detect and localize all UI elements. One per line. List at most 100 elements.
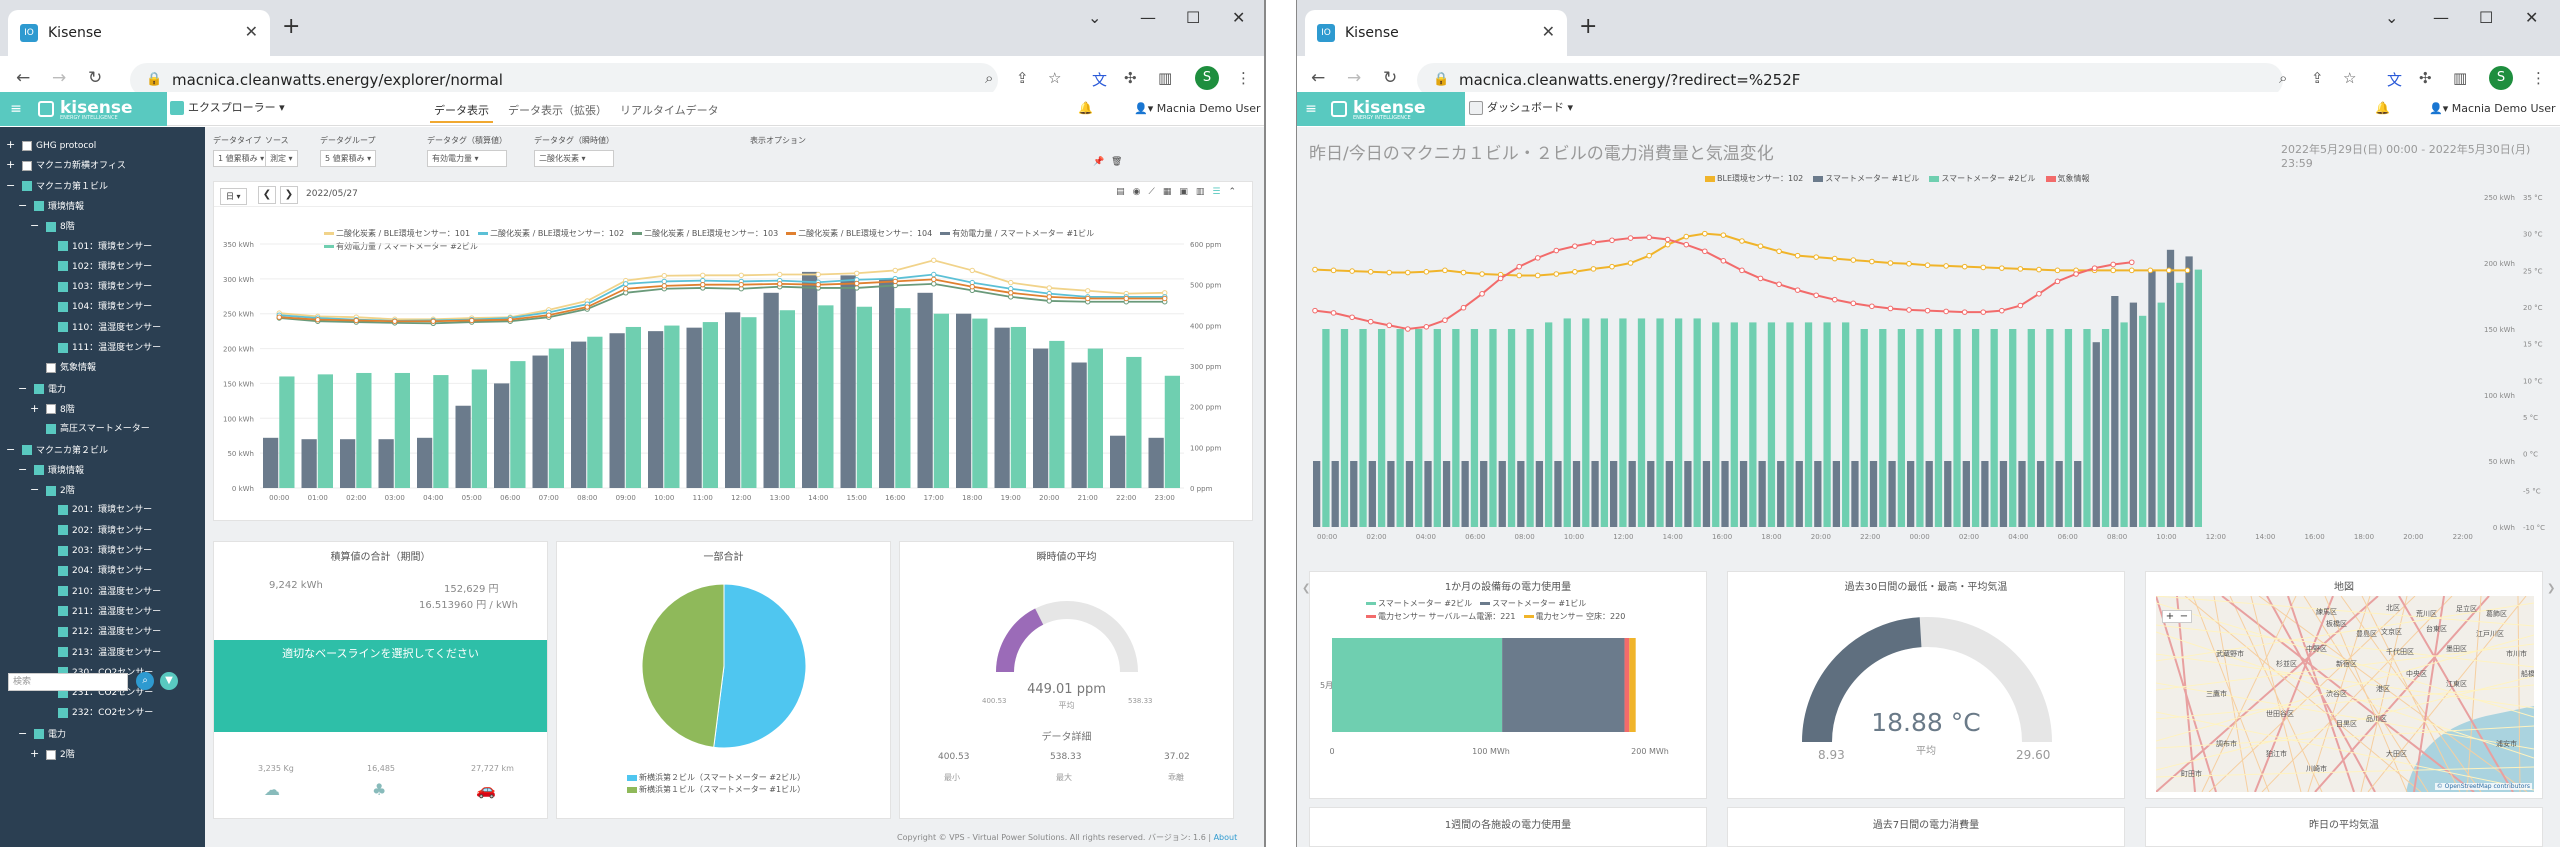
filter-select[interactable]: 5 値累積み ▾ [320, 150, 377, 167]
hamburger-menu-icon[interactable]: ≡ [1297, 92, 1325, 126]
reload-icon[interactable]: ↻ [88, 68, 103, 88]
tree-item[interactable]: 232：CO2センサー [42, 703, 153, 723]
legend-item[interactable]: 有効電力量 / スマートメーター #1ビル [940, 228, 1094, 239]
tree-item[interactable]: +2階 [30, 744, 75, 764]
user-menu[interactable]: 👤▾ Macnia Demo User [1134, 102, 1261, 115]
chevron-down-icon[interactable]: ⌄ [1088, 8, 1102, 27]
zoom-out-icon[interactable]: − [2179, 611, 2189, 622]
legend-item[interactable]: 二酸化炭素 / BLE環境センサー：102 [478, 228, 624, 239]
tree-checkbox[interactable] [58, 606, 68, 617]
tree-checkbox[interactable] [46, 404, 56, 415]
tree-item[interactable]: 203：環境センサー [42, 541, 152, 561]
tree-checkbox[interactable] [46, 221, 56, 232]
tree-checkbox[interactable] [34, 729, 44, 740]
map-credit[interactable]: © OpenStreetMap contributors [2434, 783, 2532, 790]
tree-checkbox[interactable] [58, 281, 68, 292]
filter-select[interactable]: 測定 ▾ [265, 150, 298, 167]
tree-item[interactable]: 101：環境センサー [42, 237, 152, 257]
list-icon[interactable]: ☰ [1212, 187, 1229, 197]
chevron-down-icon[interactable]: ⌄ [2385, 8, 2399, 27]
expand-icon[interactable]: + [30, 747, 40, 760]
legend-item[interactable]: スマートメーター #1ビル [1813, 174, 1919, 183]
tree-item[interactable]: − マクニカ第２ビル [6, 440, 108, 460]
period-select[interactable]: 日 ▾ [220, 188, 247, 205]
forward-icon[interactable]: → [52, 68, 67, 88]
bookmark-star-icon[interactable]: ☆ [1048, 69, 1062, 87]
collapse-icon[interactable]: − [30, 483, 40, 497]
expand-icon[interactable]: + [6, 158, 16, 172]
tree-item[interactable]: − 環境情報 [18, 460, 84, 480]
filter-select[interactable]: 1 値累積み ▾ [213, 150, 270, 167]
back-icon[interactable]: ← [16, 68, 31, 88]
tree-checkbox[interactable] [58, 565, 68, 576]
prev-date-button[interactable]: ❮ [258, 186, 276, 204]
close-window-icon[interactable]: ✕ [1232, 8, 1246, 27]
pin-icon[interactable]: 📌 [1093, 157, 1105, 167]
tree-item[interactable]: 212：温湿度センサー [42, 622, 161, 642]
tree-item[interactable]: + GHG protocol [6, 135, 96, 155]
tree-checkbox[interactable] [46, 749, 56, 760]
expand-icon[interactable]: + [30, 401, 40, 415]
profile-avatar[interactable]: S [2489, 66, 2513, 90]
carousel-prev-icon[interactable]: ❮ [1302, 583, 1311, 594]
tree-item[interactable]: − マクニカ第１ビル [6, 176, 108, 196]
collapse-icon[interactable]: − [18, 198, 28, 212]
zoom-icon[interactable]: ⌕ [985, 69, 994, 87]
tree-item[interactable]: 201：環境センサー [42, 500, 152, 520]
kebab-menu-icon[interactable]: ⋮ [1236, 69, 1251, 87]
settings-icon[interactable]: ▥ [1195, 187, 1213, 197]
legend-item[interactable]: スマートメーター #2ビル [1366, 598, 1472, 609]
tree-item[interactable]: 210：温湿度センサー [42, 582, 161, 602]
filter-select[interactable]: 有効電力量 ▾ [427, 150, 507, 167]
maximize-icon[interactable]: ☐ [2479, 8, 2494, 27]
tree-item[interactable]: 高圧スマートメーター [30, 419, 150, 439]
tree-checkbox[interactable] [58, 301, 68, 312]
translate-icon[interactable]: 文 [2387, 71, 2403, 89]
legend-item[interactable]: 電力センサー サーバルーム電源：221 [1366, 611, 1516, 622]
tree-item[interactable]: +8階 [30, 399, 75, 419]
hamburger-menu-icon[interactable]: ≡ [0, 92, 32, 126]
tree-checkbox[interactable] [22, 181, 32, 192]
notification-bell-icon[interactable]: 🔔 [1078, 101, 1093, 115]
tree-item[interactable]: + マクニカ新横オフィス [6, 155, 126, 175]
legend-item[interactable]: BLE環境センサー：102 [1705, 174, 1803, 183]
zoom-icon[interactable]: ⌕ [2279, 69, 2288, 87]
line-chart-icon[interactable]: ⟋ [1148, 187, 1163, 197]
carousel-next-icon[interactable]: ❯ [2547, 583, 2556, 594]
tree-checkbox[interactable] [58, 322, 68, 333]
tree-checkbox[interactable] [46, 362, 56, 373]
tree-checkbox[interactable] [58, 241, 68, 251]
search-icon[interactable]: ⌕ [136, 672, 154, 690]
osm-map[interactable]: 練馬区 豊島区 新宿区 渋谷区 千代田区 中央区 港区 品川区 目黒区 世田谷区 大田区 杉並区 中野区… [2156, 596, 2534, 792]
tree-item[interactable]: 111：温湿度センサー [42, 338, 161, 358]
collapse-icon[interactable]: − [30, 219, 40, 233]
collapse-icon[interactable]: − [18, 726, 28, 740]
tree-checkbox[interactable] [58, 626, 68, 637]
search-input[interactable]: 検索 [8, 673, 128, 691]
collapse-icon[interactable]: − [6, 178, 16, 192]
tree-checkbox[interactable] [58, 707, 68, 718]
close-tab-icon[interactable]: ✕ [244, 22, 258, 41]
collapse-icon[interactable]: − [6, 442, 16, 456]
new-tab-icon[interactable]: + [282, 14, 301, 39]
kebab-menu-icon[interactable]: ⋮ [2531, 69, 2546, 87]
url-field[interactable]: 🔒 macnica.cleanwatts.energy/?redirect=%25… [1417, 63, 2283, 97]
legend-item[interactable]: 二酸化炭素 / BLE環境センサー：101 [324, 228, 470, 239]
tree-item[interactable]: 204：環境センサー [42, 561, 152, 581]
tree-item[interactable]: − 電力 [18, 724, 66, 744]
tree-item[interactable]: 102：環境センサー [42, 257, 152, 277]
expand-icon[interactable]: + [6, 138, 16, 151]
tree-checkbox[interactable] [58, 261, 68, 272]
filter-select[interactable]: 二酸化炭素 ▾ [534, 150, 614, 167]
forward-icon[interactable]: → [1347, 68, 1362, 88]
translate-icon[interactable]: 文 [1092, 71, 1108, 89]
tree-checkbox[interactable] [58, 545, 68, 556]
legend-item[interactable]: 二酸化炭素 / BLE環境センサー：104 [786, 228, 932, 239]
tree-checkbox[interactable] [22, 160, 32, 171]
tree-checkbox[interactable] [34, 201, 44, 212]
sidebar-icon[interactable]: ▥ [1158, 69, 1173, 87]
extensions-icon[interactable]: ✣ [1124, 69, 1137, 87]
tree-checkbox[interactable] [58, 342, 68, 353]
tree-item[interactable]: − 電力 [18, 379, 66, 399]
tree-item[interactable]: 110：温湿度センサー [42, 318, 161, 338]
